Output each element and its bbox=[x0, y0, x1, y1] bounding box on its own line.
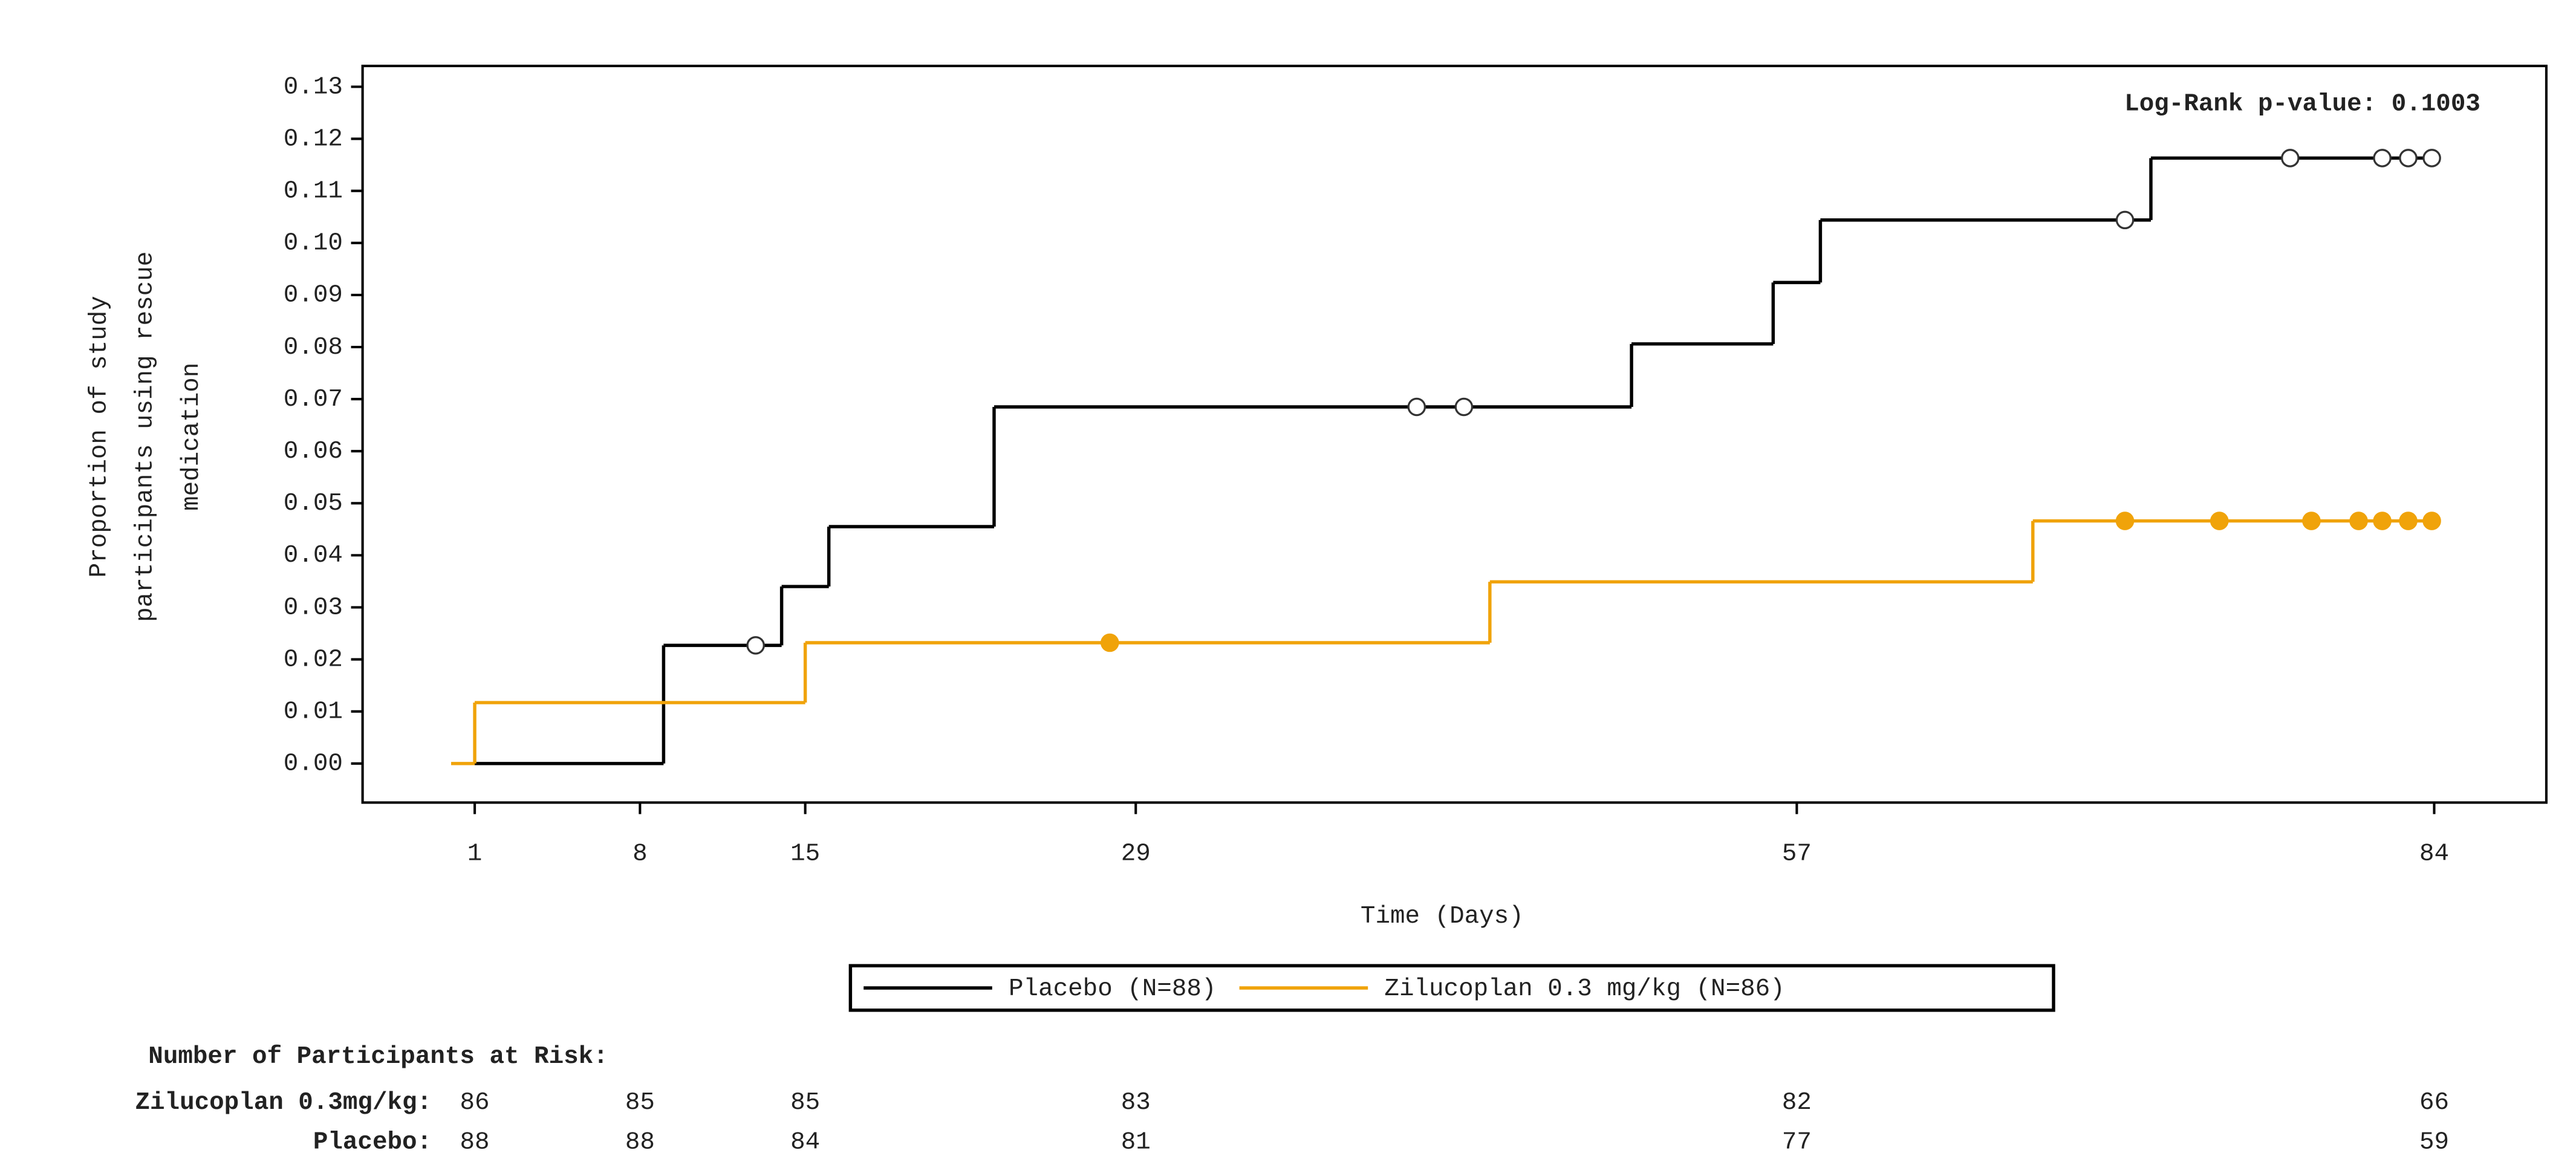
y-tick-label: 0.08 bbox=[284, 334, 343, 362]
risk-value: 84 bbox=[790, 1129, 820, 1157]
risk-value: 77 bbox=[1782, 1129, 1812, 1157]
censor-marker bbox=[1407, 397, 1426, 417]
censor-marker bbox=[2399, 512, 2418, 530]
risk-row-label: Placebo: bbox=[313, 1129, 432, 1157]
risk-table-title: Number of Participants at Risk: bbox=[148, 1043, 608, 1071]
risk-value: 88 bbox=[460, 1129, 490, 1157]
y-tick-label: 0.00 bbox=[284, 750, 343, 778]
censor-marker bbox=[2422, 512, 2441, 530]
y-axis-label-line: Proportion of study bbox=[85, 296, 113, 577]
y-tick-label: 0.01 bbox=[284, 698, 343, 726]
y-tick-label: 0.02 bbox=[284, 646, 343, 674]
censor-marker bbox=[2115, 512, 2135, 530]
censor-marker bbox=[1101, 633, 1119, 652]
risk-value: 88 bbox=[625, 1129, 655, 1157]
legend-label: Placebo (N=88) bbox=[1009, 975, 1216, 1003]
y-axis-label: Proportion of study participants using r… bbox=[85, 252, 206, 622]
risk-value: 81 bbox=[1121, 1129, 1151, 1157]
censor-marker bbox=[2115, 210, 2135, 230]
x-axis-label: Time (Days) bbox=[1361, 903, 1524, 931]
x-tick-label: 8 bbox=[633, 840, 648, 868]
censor-marker bbox=[2422, 149, 2441, 167]
censor-marker bbox=[746, 636, 765, 655]
risk-value: 85 bbox=[790, 1089, 820, 1117]
risk-value: 83 bbox=[1121, 1089, 1151, 1117]
censor-marker bbox=[2210, 512, 2229, 530]
y-tick-label: 0.07 bbox=[284, 386, 343, 414]
x-tick-label: 57 bbox=[1782, 840, 1812, 868]
y-axis-label-line: medication bbox=[178, 363, 206, 511]
risk-value: 85 bbox=[625, 1089, 655, 1117]
x-tick-label: 84 bbox=[2419, 840, 2449, 868]
x-tick-label: 1 bbox=[467, 840, 483, 868]
x-tick-label: 29 bbox=[1121, 840, 1151, 868]
y-tick-label: 0.11 bbox=[284, 177, 343, 205]
y-tick-label: 0.06 bbox=[284, 438, 343, 466]
y-tick-label: 0.10 bbox=[284, 230, 343, 258]
y-tick-label: 0.12 bbox=[284, 125, 343, 153]
censor-marker bbox=[2281, 149, 2300, 167]
risk-value: 82 bbox=[1782, 1089, 1812, 1117]
plot-frame bbox=[361, 65, 2548, 804]
censor-marker bbox=[2302, 512, 2321, 530]
x-tick-label: 15 bbox=[790, 840, 820, 868]
censor-marker bbox=[2373, 512, 2392, 530]
censor-marker bbox=[2349, 512, 2368, 530]
y-tick-label: 0.05 bbox=[284, 490, 343, 518]
risk-row-label: Zilucoplan 0.3mg/kg: bbox=[135, 1089, 432, 1117]
risk-value: 86 bbox=[460, 1089, 490, 1117]
y-tick-label: 0.04 bbox=[284, 542, 343, 570]
y-tick-label: 0.03 bbox=[284, 594, 343, 622]
censor-marker bbox=[2373, 149, 2392, 167]
legend-label: Zilucoplan 0.3 mg/kg (N=86) bbox=[1384, 975, 1784, 1003]
annotation: Log-Rank p-value: 0.1003 bbox=[2124, 91, 2480, 119]
legend-box bbox=[848, 964, 2055, 1012]
y-axis-label-line: participants using rescue bbox=[132, 252, 160, 622]
y-tick-label: 0.13 bbox=[284, 73, 343, 101]
risk-value: 66 bbox=[2419, 1089, 2449, 1117]
y-tick-label: 0.09 bbox=[284, 282, 343, 310]
censor-marker bbox=[2399, 149, 2418, 167]
censor-marker bbox=[1454, 397, 1474, 417]
risk-value: 59 bbox=[2419, 1129, 2449, 1157]
